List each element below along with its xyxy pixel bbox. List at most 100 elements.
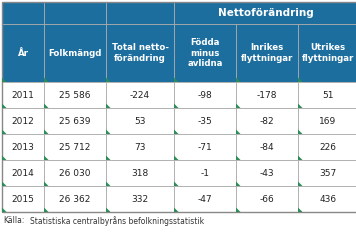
Polygon shape: [106, 156, 110, 160]
Bar: [106, 108, 174, 134]
Text: 2011: 2011: [11, 90, 35, 99]
Polygon shape: [174, 208, 178, 212]
Text: 26 362: 26 362: [59, 195, 91, 204]
Bar: [2, 108, 44, 134]
Bar: [236, 134, 298, 160]
Polygon shape: [2, 181, 6, 186]
Polygon shape: [298, 129, 303, 134]
Polygon shape: [106, 208, 110, 212]
Text: 169: 169: [319, 117, 337, 125]
Polygon shape: [298, 78, 303, 82]
Bar: [44, 160, 106, 186]
Bar: [298, 82, 356, 108]
Bar: [236, 160, 298, 186]
Polygon shape: [2, 129, 6, 134]
Bar: [174, 186, 236, 212]
Bar: [236, 108, 298, 134]
Polygon shape: [298, 156, 303, 160]
Bar: [2, 2, 44, 24]
Polygon shape: [298, 103, 303, 108]
Text: -35: -35: [198, 117, 213, 125]
Bar: [174, 2, 356, 24]
Bar: [174, 24, 236, 82]
Bar: [174, 160, 236, 186]
Bar: [44, 134, 106, 160]
Text: Födda
minus
avlidna: Födda minus avlidna: [187, 38, 223, 68]
Text: -178: -178: [257, 90, 277, 99]
Bar: [44, 108, 106, 134]
Polygon shape: [236, 181, 241, 186]
Bar: [236, 186, 298, 212]
Text: 25 639: 25 639: [59, 117, 91, 125]
Text: Nettoförändring: Nettoförändring: [218, 8, 314, 18]
Polygon shape: [2, 103, 6, 108]
Text: 2014: 2014: [12, 168, 35, 177]
Bar: [298, 160, 356, 186]
Bar: [106, 134, 174, 160]
Text: 25 586: 25 586: [59, 90, 91, 99]
Bar: [44, 2, 106, 24]
Bar: [2, 2, 356, 212]
Text: 51: 51: [322, 90, 334, 99]
Bar: [2, 24, 44, 82]
Text: Statistiska centralbyråns befolkningsstatistik: Statistiska centralbyråns befolkningssta…: [30, 216, 204, 226]
Bar: [106, 186, 174, 212]
Polygon shape: [298, 208, 303, 212]
Text: -47: -47: [198, 195, 212, 204]
Polygon shape: [44, 129, 48, 134]
Text: Utrikes
flyttningar: Utrikes flyttningar: [302, 43, 354, 63]
Polygon shape: [106, 78, 110, 82]
Text: År: År: [17, 48, 28, 58]
Text: -98: -98: [198, 90, 213, 99]
Polygon shape: [236, 129, 241, 134]
Polygon shape: [106, 103, 110, 108]
Text: 2012: 2012: [12, 117, 35, 125]
Bar: [106, 2, 174, 24]
Polygon shape: [2, 208, 6, 212]
Polygon shape: [298, 181, 303, 186]
Polygon shape: [44, 156, 48, 160]
Polygon shape: [2, 78, 6, 82]
Bar: [106, 82, 174, 108]
Text: Källa:: Källa:: [3, 216, 24, 225]
Polygon shape: [174, 181, 178, 186]
Text: 357: 357: [319, 168, 337, 177]
Text: 318: 318: [131, 168, 148, 177]
Bar: [2, 134, 44, 160]
Text: -71: -71: [198, 142, 213, 152]
Polygon shape: [174, 156, 178, 160]
Text: -43: -43: [260, 168, 274, 177]
Bar: [174, 82, 236, 108]
Text: 73: 73: [134, 142, 146, 152]
Polygon shape: [236, 103, 241, 108]
Bar: [44, 82, 106, 108]
Bar: [174, 108, 236, 134]
Polygon shape: [44, 181, 48, 186]
Text: 332: 332: [131, 195, 148, 204]
Polygon shape: [44, 103, 48, 108]
Bar: [298, 108, 356, 134]
Text: -82: -82: [260, 117, 274, 125]
Bar: [236, 82, 298, 108]
Bar: [106, 24, 174, 82]
Text: -1: -1: [200, 168, 209, 177]
Bar: [106, 160, 174, 186]
Bar: [2, 160, 44, 186]
Polygon shape: [44, 208, 48, 212]
Bar: [44, 186, 106, 212]
Bar: [236, 24, 298, 82]
Bar: [44, 24, 106, 82]
Text: -84: -84: [260, 142, 274, 152]
Polygon shape: [106, 129, 110, 134]
Text: 26 030: 26 030: [59, 168, 91, 177]
Polygon shape: [236, 208, 241, 212]
Text: Inrikes
flyttningar: Inrikes flyttningar: [241, 43, 293, 63]
Text: -66: -66: [260, 195, 274, 204]
Bar: [174, 134, 236, 160]
Polygon shape: [2, 156, 6, 160]
Text: 2015: 2015: [11, 195, 35, 204]
Bar: [2, 186, 44, 212]
Polygon shape: [44, 78, 48, 82]
Polygon shape: [174, 129, 178, 134]
Bar: [298, 186, 356, 212]
